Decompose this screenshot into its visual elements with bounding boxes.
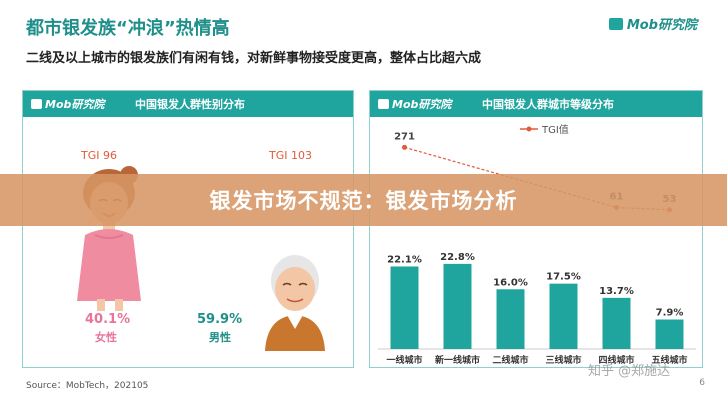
- bar: [602, 297, 631, 349]
- bar-data-label: 16.0%: [493, 277, 528, 288]
- page-title: 都市银发族“冲浪”热情高: [26, 18, 230, 39]
- page-subtitle: 二线及以上城市的银发族们有闲有钱，对新鲜事物接受度更高，整体占比超六成: [26, 51, 482, 66]
- bar-data-label: 22.8%: [440, 252, 475, 263]
- bar: [390, 266, 419, 349]
- bar-data-label: 13.7%: [599, 286, 634, 297]
- city-panel: Mob研究院 中国银发人群城市等级分布 TGI值271615322.1%一线城市…: [369, 90, 703, 368]
- mob-logo-icon: [31, 99, 42, 109]
- female-percentage: 40.1%: [85, 312, 131, 327]
- male-label: 男性: [209, 331, 231, 344]
- bar: [443, 263, 472, 349]
- mob-logo-icon: [608, 17, 623, 30]
- city-bar-chart: TGI值271615322.1%一线城市22.8%新一线城市16.0%二线城市1…: [378, 123, 696, 366]
- bar-data-label: 7.9%: [656, 308, 684, 319]
- page-number: 6: [699, 378, 705, 388]
- female-tgi-label: TGI 96: [81, 149, 117, 162]
- legend-marker-icon: [526, 126, 532, 132]
- overlay-banner: 银发市场不规范：银发市场分析: [0, 174, 727, 226]
- category-label: 五线城市: [651, 354, 687, 366]
- legend-label: TGI值: [541, 123, 569, 136]
- city-panel-brand-text: Mob研究院: [392, 98, 452, 111]
- female-label: 女性: [95, 331, 117, 344]
- mob-logo-icon: [378, 99, 389, 109]
- city-panel-title: 中国银发人群城市等级分布: [482, 98, 614, 111]
- category-label: 新一线城市: [435, 354, 480, 366]
- male-elder-icon: [265, 255, 325, 351]
- gender-panel: Mob研究院 中国银发人群性别分布 TGI 96 TGI 103: [22, 90, 354, 368]
- tgi-data-label: 271: [394, 131, 415, 142]
- gender-panel-title: 中国银发人群性别分布: [135, 98, 245, 111]
- bar-data-label: 17.5%: [546, 272, 581, 283]
- tgi-point: [402, 144, 407, 150]
- category-label: 四线城市: [598, 354, 634, 366]
- overlay-banner-text: 银发市场不规范：银发市场分析: [209, 189, 518, 213]
- bar-data-label: 22.1%: [387, 254, 422, 265]
- bar: [496, 289, 525, 349]
- source-note: Source：MobTech，202105: [26, 381, 149, 391]
- city-panel-header: Mob研究院 中国银发人群城市等级分布: [370, 91, 702, 117]
- brand-logo: Mob研究院: [608, 14, 697, 33]
- category-label: 三线城市: [545, 354, 581, 366]
- male-tgi-label: TGI 103: [269, 149, 312, 162]
- watermark: 知乎 @郑施达: [588, 364, 671, 379]
- brand-logo-text: Mob研究院: [626, 18, 697, 33]
- city-panel-brand: Mob研究院: [378, 96, 482, 112]
- bar: [655, 319, 684, 349]
- bar: [549, 283, 578, 349]
- gender-panel-brand: Mob研究院: [31, 96, 135, 112]
- category-label: 一线城市: [386, 354, 422, 366]
- male-percentage: 59.9%: [197, 312, 243, 327]
- gender-panel-header: Mob研究院 中国银发人群性别分布: [23, 91, 353, 117]
- category-label: 二线城市: [492, 354, 528, 366]
- gender-panel-brand-text: Mob研究院: [45, 98, 105, 111]
